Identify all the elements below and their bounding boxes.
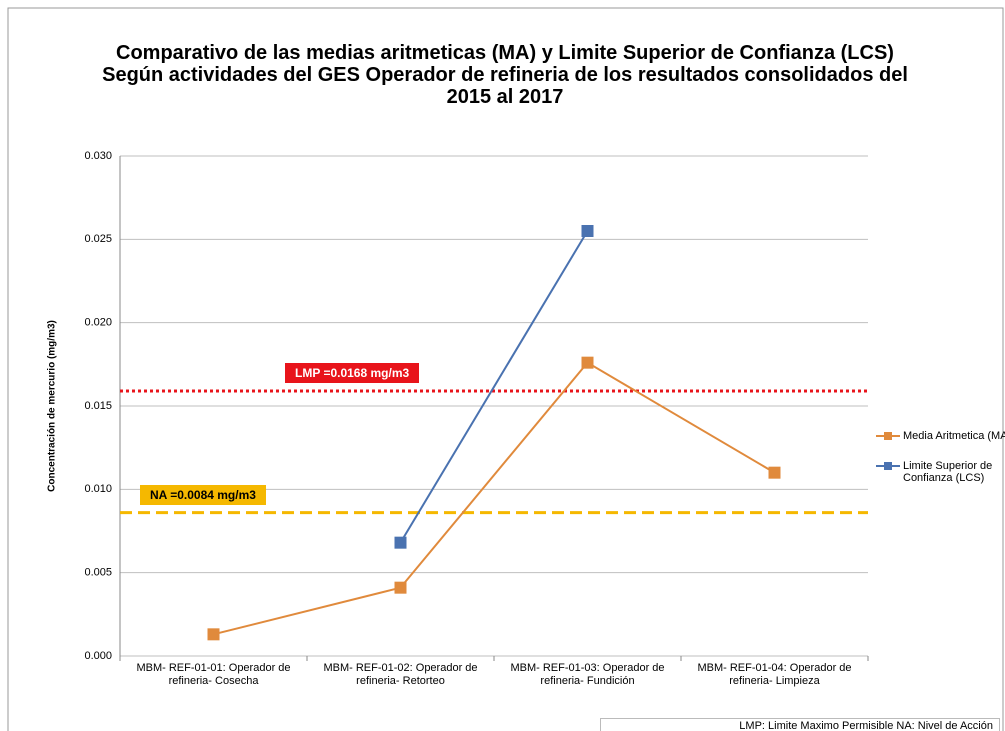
y-tick-label: 0.000 [84, 650, 112, 662]
y-tick-label: 0.030 [84, 150, 112, 162]
x-tick-label: MBM- REF-01-03: Operador de refineria- F… [510, 662, 665, 687]
chart-title: Comparativo de las medias aritmeticas (M… [102, 42, 908, 108]
y-axis-label: Concentración de mercurio (mg/m3) [47, 320, 58, 492]
legend-marker [884, 462, 892, 470]
y-tick-label: 0.005 [84, 567, 112, 579]
y-tick-label: 0.010 [84, 483, 112, 495]
x-tick-label: MBM- REF-01-01: Operador de refineria- C… [136, 662, 291, 687]
y-tick-label: 0.020 [84, 317, 112, 329]
annotation: LMP =0.0168 mg/m3 [285, 363, 420, 383]
footnote: LMP: Limite Maximo Permisible NA: Nivel … [600, 718, 1000, 731]
frame [7, 7, 1004, 731]
legend-entry: Media Aritmetica (MA) [903, 430, 1005, 442]
marker [207, 628, 220, 641]
x-tick-label: MBM- REF-01-04: Operador de refineria- L… [697, 662, 852, 687]
legend-entry: Limite Superior de Confianza (LCS) [903, 460, 993, 484]
annotation: NA =0.0084 mg/m3 [140, 484, 266, 505]
legend-marker [884, 432, 892, 440]
marker [768, 466, 781, 479]
marker [394, 581, 407, 594]
series-line [399, 230, 589, 544]
marker [581, 225, 594, 237]
y-tick-label: 0.025 [84, 233, 112, 245]
marker [394, 536, 407, 549]
x-tick-label: MBM- REF-01-02: Operador de refineria- R… [323, 662, 478, 687]
y-tick-label: 0.015 [84, 400, 112, 412]
series-line [213, 361, 776, 636]
marker [581, 356, 594, 369]
